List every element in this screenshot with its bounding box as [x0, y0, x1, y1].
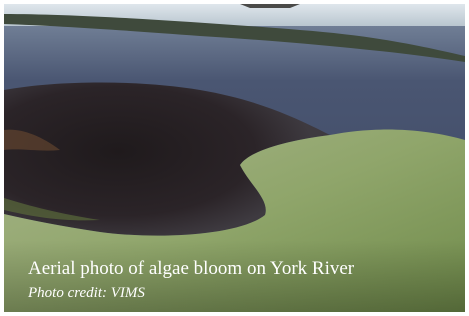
caption-credit: Photo credit: VIMS	[27, 285, 145, 301]
page: Aerial photo of algae bloom on York Rive…	[0, 0, 469, 316]
photo-frame: Aerial photo of algae bloom on York Rive…	[0, 0, 469, 316]
caption-title: Aerial photo of algae bloom on York Rive…	[28, 258, 355, 279]
